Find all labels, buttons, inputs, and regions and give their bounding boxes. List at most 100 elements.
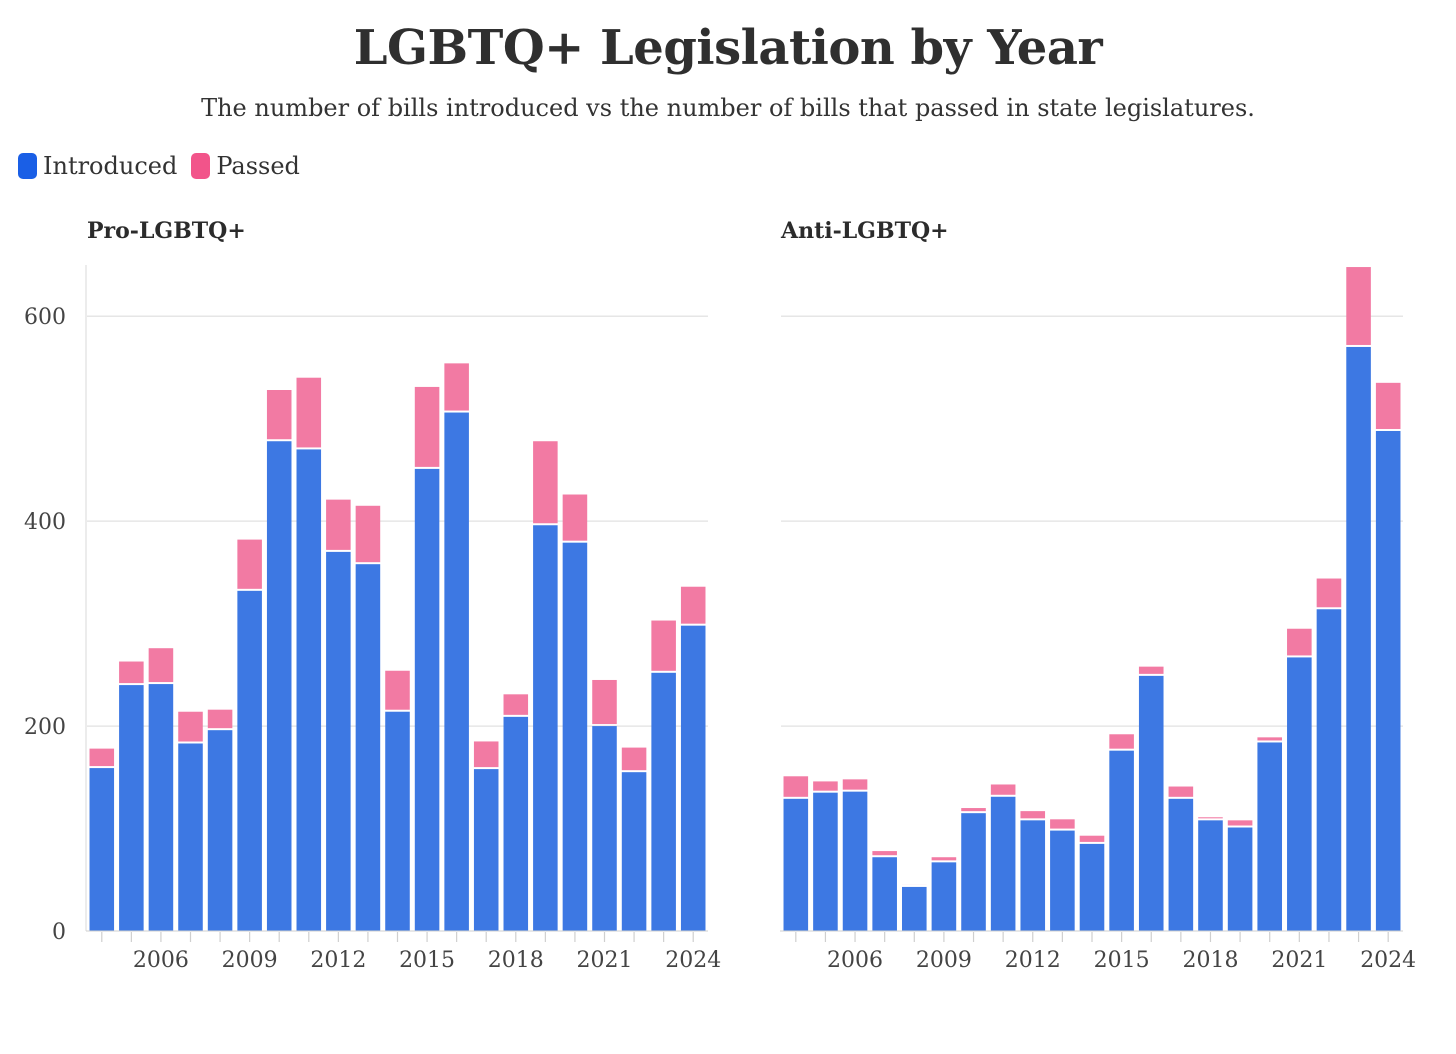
bar-passed-2021 <box>592 679 617 725</box>
bar-passed-2009 <box>931 857 957 861</box>
bar-introduced-2024 <box>680 625 706 931</box>
bar-introduced-2021 <box>1287 657 1312 931</box>
x-tick-label: 2021 <box>577 948 633 973</box>
bar-introduced-2004 <box>783 798 809 931</box>
bar-introduced-2011 <box>990 796 1016 931</box>
y-tick-label: 0 <box>52 920 66 945</box>
bar-introduced-2016 <box>444 412 469 931</box>
bar-passed-2011 <box>296 377 322 448</box>
bar-passed-2004 <box>783 776 809 797</box>
bar-introduced-2018 <box>1198 820 1223 931</box>
bar-introduced-2016 <box>1138 675 1164 931</box>
bar-passed-2014 <box>1079 835 1105 842</box>
x-tick-label: 2009 <box>916 948 972 973</box>
bar-introduced-2013 <box>355 564 381 931</box>
bar-introduced-2021 <box>592 726 617 931</box>
bar-introduced-2012 <box>1020 820 1046 931</box>
panel-pro: Pro-LGBTQ+ 0 200 400 600 2006 2009 2012 2015 2018… <box>24 218 721 973</box>
legend-swatch-passed <box>191 153 211 179</box>
panel-anti: Anti-LGBTQ+ 2006 2009 2012 2015 2018 2021 2024 <box>780 218 1416 973</box>
bar-introduced-2023 <box>1346 346 1371 931</box>
legend-swatch-introduced <box>18 153 37 179</box>
bar-introduced-2012 <box>326 551 351 931</box>
bar-introduced-2007 <box>178 743 203 931</box>
x-tick-label: 2015 <box>399 948 455 973</box>
bar-passed-2014 <box>385 670 410 710</box>
bar-passed-2012 <box>1020 811 1046 819</box>
bar-passed-2020 <box>562 494 588 541</box>
y-tick-label: 200 <box>24 715 66 740</box>
legend-item-introduced[interactable]: Introduced <box>18 152 177 180</box>
bar-introduced-2009 <box>237 590 262 931</box>
bar-passed-2019 <box>533 441 558 524</box>
bar-introduced-2023 <box>651 672 676 931</box>
bar-introduced-2020 <box>562 542 588 931</box>
bar-passed-2007 <box>872 851 897 856</box>
bar-passed-2005 <box>813 781 838 791</box>
bar-passed-2011 <box>990 784 1016 795</box>
x-tick-label: 2018 <box>488 948 544 973</box>
x-tick-label: 2012 <box>1005 948 1061 973</box>
bar-passed-2006 <box>842 779 868 790</box>
bar-passed-2009 <box>237 539 262 589</box>
x-tick-label: 2009 <box>222 948 278 973</box>
bar-introduced-2009 <box>931 862 957 931</box>
x-tick-label: 2006 <box>827 948 883 973</box>
bar-introduced-2008 <box>207 730 233 931</box>
bar-passed-2022 <box>621 747 647 771</box>
panel-title-anti: Anti-LGBTQ+ <box>780 218 949 244</box>
x-tick-label: 2012 <box>310 948 366 973</box>
bar-introduced-2004 <box>89 768 115 931</box>
x-tick-label: 2018 <box>1182 948 1238 973</box>
bar-passed-2013 <box>1050 819 1075 829</box>
bar-passed-2023 <box>1346 267 1371 345</box>
bar-introduced-2017 <box>473 769 499 931</box>
bar-passed-2013 <box>355 505 381 563</box>
bar-passed-2021 <box>1287 628 1312 656</box>
bar-introduced-2015 <box>414 468 440 931</box>
bar-passed-2017 <box>473 741 499 768</box>
bar-introduced-2018 <box>503 716 529 931</box>
bar-passed-2024 <box>1375 382 1401 429</box>
bar-introduced-2006 <box>842 791 868 931</box>
legend: Introduced Passed <box>18 152 314 180</box>
x-tick-label: 2006 <box>133 948 189 973</box>
bar-passed-2008 <box>207 709 233 729</box>
bar-passed-2005 <box>119 661 144 684</box>
legend-label-introduced: Introduced <box>43 152 178 180</box>
bar-passed-2010 <box>961 808 986 812</box>
bar-passed-2017 <box>1168 786 1194 797</box>
bar-introduced-2010 <box>961 813 986 931</box>
bar-introduced-2022 <box>1316 609 1342 931</box>
y-tick-label: 600 <box>24 305 66 330</box>
bar-passed-2023 <box>651 620 676 671</box>
panel-title-pro: Pro-LGBTQ+ <box>87 218 246 244</box>
bar-introduced-2007 <box>872 857 897 931</box>
bar-introduced-2008 <box>901 886 927 931</box>
legend-item-passed[interactable]: Passed <box>191 152 300 180</box>
legend-label-passed: Passed <box>216 152 300 180</box>
bar-introduced-2011 <box>296 449 322 931</box>
bar-introduced-2005 <box>813 792 838 931</box>
bar-passed-2015 <box>414 386 440 467</box>
bar-introduced-2014 <box>385 711 410 931</box>
bar-passed-2006 <box>148 648 174 683</box>
bar-passed-2022 <box>1316 578 1342 608</box>
bar-introduced-2019 <box>1227 827 1253 931</box>
bar-passed-2010 <box>266 390 292 440</box>
bar-introduced-2010 <box>266 441 292 931</box>
bar-passed-2024 <box>680 586 706 624</box>
bar-introduced-2014 <box>1079 843 1105 931</box>
x-tick-label: 2015 <box>1094 948 1150 973</box>
bar-introduced-2017 <box>1168 798 1194 931</box>
bar-introduced-2022 <box>621 772 647 931</box>
bar-introduced-2019 <box>533 525 558 931</box>
chart-title: LGBTQ+ Legislation by Year <box>353 20 1103 76</box>
bar-introduced-2006 <box>148 684 174 931</box>
bar-passed-2016 <box>444 363 469 411</box>
bar-introduced-2024 <box>1375 430 1401 931</box>
bar-passed-2019 <box>1227 820 1253 826</box>
y-tick-label: 400 <box>24 510 66 535</box>
bar-introduced-2005 <box>119 685 144 931</box>
